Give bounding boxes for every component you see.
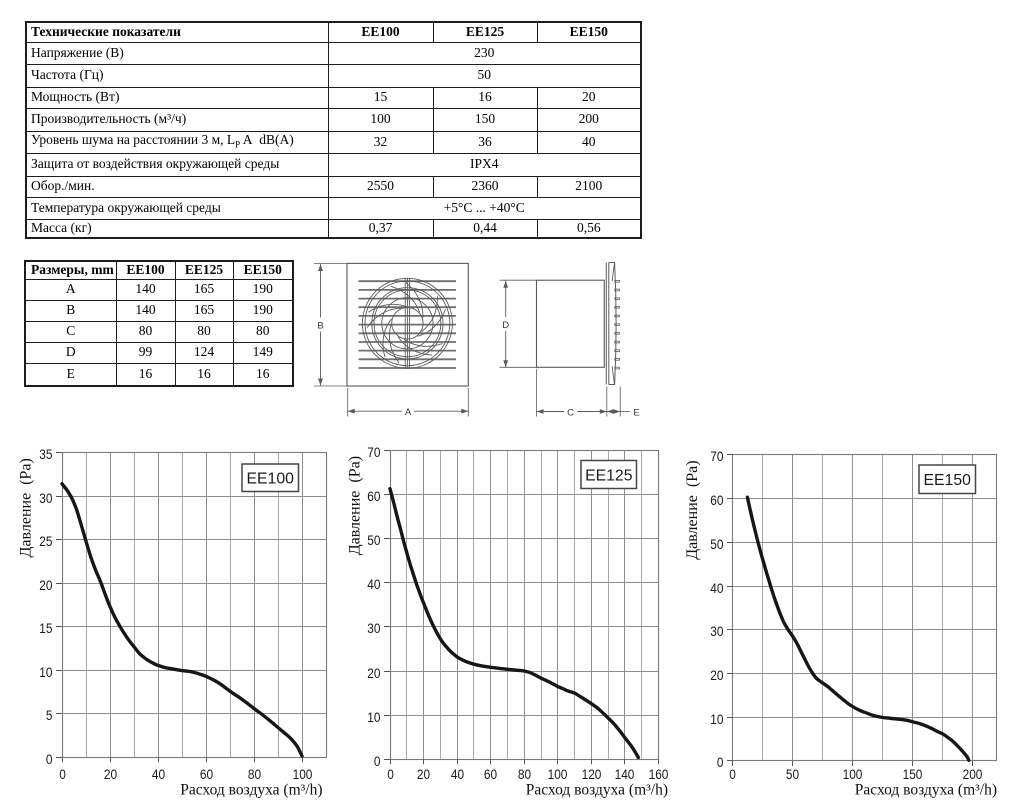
svg-text:40: 40 (451, 766, 464, 782)
svg-text:200: 200 (963, 766, 983, 782)
svg-text:80: 80 (518, 766, 531, 782)
svg-text:10: 10 (367, 709, 380, 725)
svg-text:50: 50 (710, 536, 723, 552)
svg-text:0: 0 (717, 754, 724, 770)
svg-text:40: 40 (367, 576, 380, 592)
svg-text:5: 5 (46, 707, 53, 723)
svg-text:60: 60 (710, 492, 723, 508)
svg-text:Расход воздуха (m³/h): Расход воздуха (m³/h) (180, 782, 322, 799)
svg-text:D: D (502, 320, 509, 331)
svg-text:50: 50 (786, 766, 799, 782)
svg-text:60: 60 (367, 488, 380, 504)
svg-text:35: 35 (39, 446, 52, 462)
svg-text:E: E (633, 408, 639, 419)
svg-text:60: 60 (484, 766, 497, 782)
svg-text:30: 30 (39, 490, 52, 506)
svg-text:0: 0 (59, 766, 66, 782)
svg-text:100: 100 (293, 766, 313, 782)
svg-text:20: 20 (710, 667, 723, 683)
svg-text:10: 10 (39, 664, 52, 680)
svg-text:70: 70 (367, 444, 380, 460)
svg-text:80: 80 (248, 766, 261, 782)
svg-text:C: C (567, 408, 574, 419)
svg-text:0: 0 (46, 751, 53, 767)
svg-text:100: 100 (843, 766, 863, 782)
svg-text:160: 160 (649, 766, 669, 782)
svg-text:15: 15 (39, 620, 52, 636)
svg-text:0: 0 (729, 766, 736, 782)
svg-text:140: 140 (615, 766, 635, 782)
svg-text:120: 120 (582, 766, 602, 782)
svg-text:20: 20 (417, 766, 430, 782)
svg-text:A: A (405, 407, 412, 418)
svg-text:25: 25 (39, 533, 52, 549)
svg-text:0: 0 (387, 766, 394, 782)
svg-text:60: 60 (200, 766, 213, 782)
svg-text:Давление (Pa): Давление (Pa) (684, 460, 701, 559)
svg-text:0: 0 (374, 753, 381, 769)
svg-text:10: 10 (710, 711, 723, 727)
svg-text:20: 20 (39, 577, 52, 593)
svg-text:EE150: EE150 (923, 472, 971, 489)
svg-text:Расход воздуха (m³/h): Расход воздуха (m³/h) (855, 782, 997, 799)
svg-text:Давление (Pa): Давление (Pa) (346, 456, 363, 555)
svg-text:50: 50 (367, 532, 380, 548)
svg-text:EE125: EE125 (585, 467, 633, 484)
svg-text:Расход воздуха (m³/h): Расход воздуха (m³/h) (526, 782, 668, 799)
svg-text:20: 20 (367, 665, 380, 681)
svg-text:EE100: EE100 (246, 471, 294, 488)
svg-text:Давление (Pa): Давление (Pa) (18, 458, 35, 557)
svg-text:150: 150 (903, 766, 923, 782)
svg-text:40: 40 (710, 580, 723, 596)
svg-text:70: 70 (710, 448, 723, 464)
svg-text:30: 30 (367, 620, 380, 636)
svg-text:100: 100 (548, 766, 568, 782)
svg-text:30: 30 (710, 623, 723, 639)
svg-text:B: B (317, 320, 323, 331)
svg-text:40: 40 (152, 766, 165, 782)
svg-text:20: 20 (104, 766, 117, 782)
